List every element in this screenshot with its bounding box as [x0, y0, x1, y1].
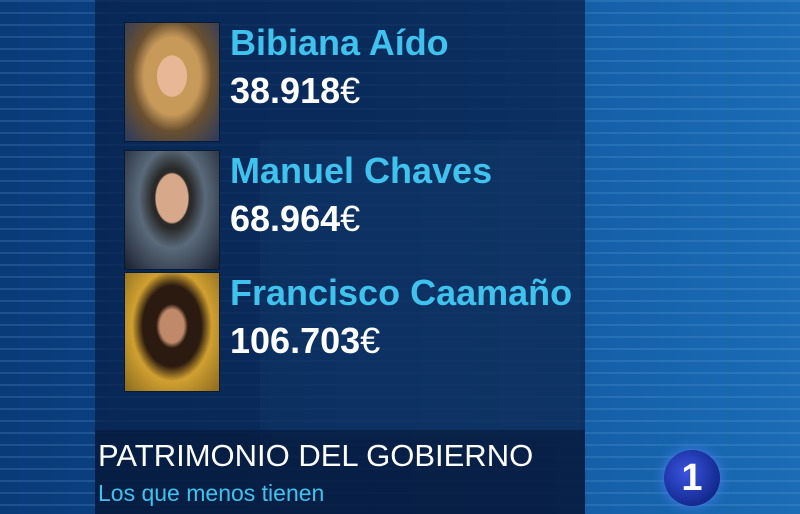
person-photo [124, 22, 220, 142]
person-name: Manuel Chaves [230, 150, 493, 191]
caption-subtitle: Los que menos tienen [98, 480, 325, 506]
person-name: Francisco Caamaño [230, 272, 573, 313]
person-photo [124, 272, 220, 392]
person-photo [124, 150, 220, 270]
panel-overlay [260, 140, 580, 440]
person-amount: 68.964€ [230, 198, 361, 239]
channel-logo-icon: 1 [664, 450, 720, 506]
person-amount: 38.918€ [230, 70, 361, 111]
caption-band [95, 430, 585, 514]
caption-title: PATRIMONIO DEL GOBIERNO [98, 438, 534, 473]
person-name: Bibiana Aído [230, 22, 449, 63]
person-amount: 106.703€ [230, 320, 381, 361]
